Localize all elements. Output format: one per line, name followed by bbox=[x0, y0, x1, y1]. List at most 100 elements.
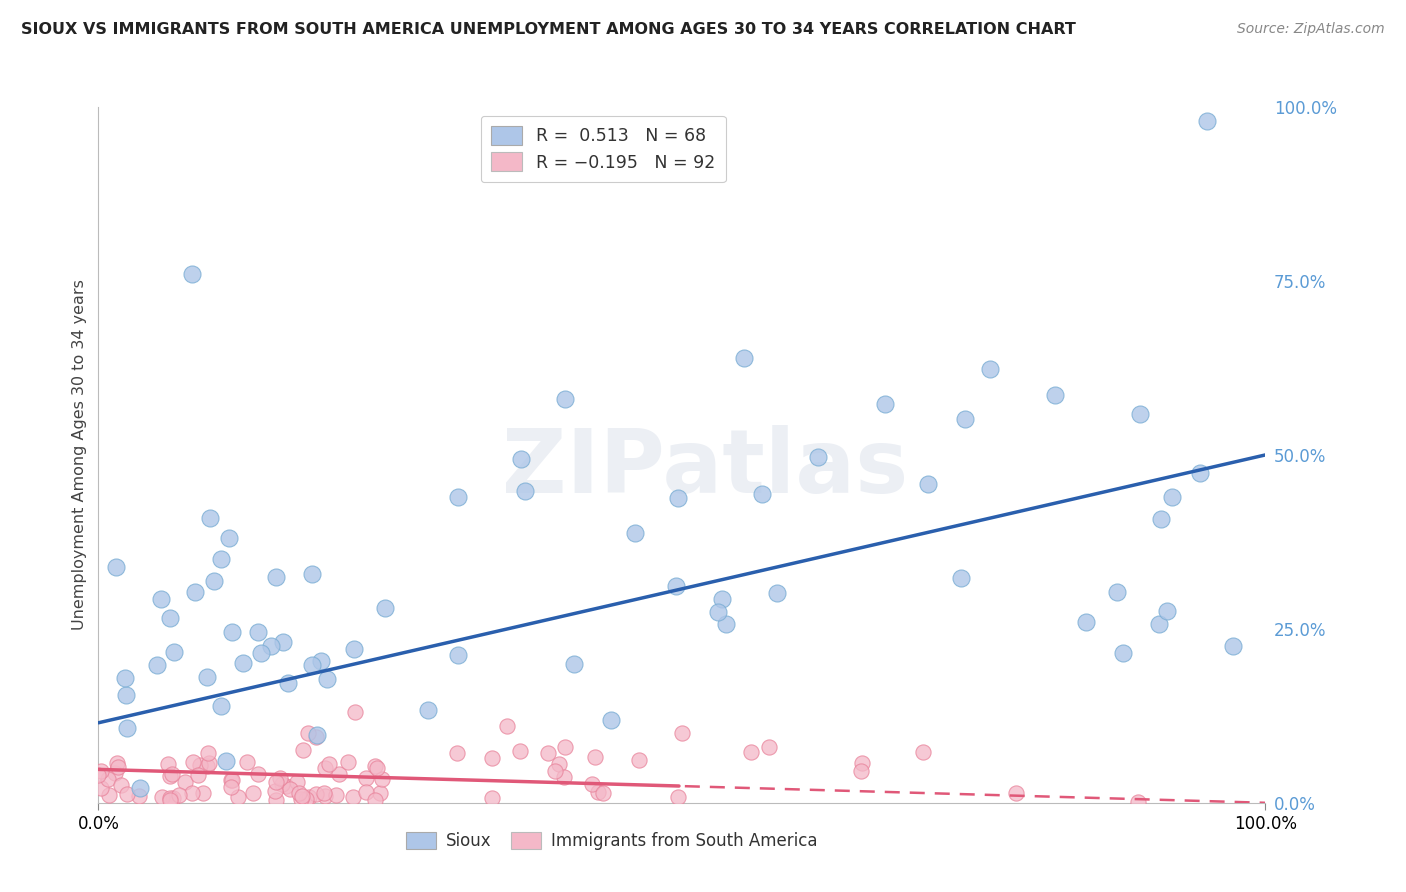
Point bbox=[202, 574, 225, 588]
Point bbox=[159, 610, 181, 624]
Point bbox=[209, 552, 232, 566]
Point bbox=[588, 784, 610, 798]
Point bbox=[90, 764, 112, 778]
Point bbox=[765, 586, 787, 600]
Point bbox=[666, 491, 689, 506]
Point bbox=[167, 788, 190, 802]
Point bbox=[221, 625, 243, 640]
Point bbox=[90, 780, 112, 795]
Text: SIOUX VS IMMIGRANTS FROM SOUTH AMERICA UNEMPLOYMENT AMONG AGES 30 TO 34 YEARS CO: SIOUX VS IMMIGRANTS FROM SOUTH AMERICA U… bbox=[21, 22, 1076, 37]
Point bbox=[274, 779, 297, 793]
Point bbox=[509, 744, 531, 758]
Point bbox=[364, 793, 387, 807]
Point bbox=[228, 789, 250, 804]
Point bbox=[195, 671, 218, 685]
Point bbox=[146, 658, 169, 673]
Point bbox=[624, 526, 647, 541]
Point bbox=[312, 786, 335, 800]
Point bbox=[714, 616, 737, 631]
Point bbox=[290, 792, 312, 806]
Point bbox=[104, 766, 127, 780]
Point bbox=[188, 757, 211, 772]
Point bbox=[711, 592, 734, 607]
Point bbox=[447, 490, 470, 504]
Point bbox=[481, 751, 503, 765]
Point bbox=[271, 635, 294, 649]
Point bbox=[259, 639, 281, 653]
Point bbox=[740, 745, 762, 759]
Point bbox=[806, 450, 828, 465]
Point bbox=[751, 487, 773, 501]
Point bbox=[325, 789, 347, 803]
Point bbox=[1149, 511, 1171, 525]
Point bbox=[364, 759, 387, 773]
Legend: Sioux, Immigrants from South America: Sioux, Immigrants from South America bbox=[399, 826, 825, 857]
Point bbox=[581, 776, 603, 790]
Point bbox=[851, 756, 873, 770]
Point bbox=[215, 754, 238, 768]
Point bbox=[562, 657, 585, 671]
Point bbox=[1004, 786, 1026, 800]
Point bbox=[159, 793, 181, 807]
Point bbox=[496, 719, 519, 733]
Point bbox=[107, 756, 129, 770]
Point bbox=[285, 775, 308, 789]
Point bbox=[301, 566, 323, 581]
Point bbox=[1195, 114, 1218, 128]
Point bbox=[271, 777, 294, 791]
Text: Source: ZipAtlas.com: Source: ZipAtlas.com bbox=[1237, 22, 1385, 37]
Point bbox=[219, 780, 242, 794]
Point bbox=[309, 654, 332, 668]
Point bbox=[627, 752, 650, 766]
Point bbox=[513, 483, 536, 498]
Point bbox=[242, 786, 264, 800]
Point bbox=[236, 756, 259, 770]
Point bbox=[247, 767, 270, 781]
Point bbox=[368, 786, 391, 800]
Point bbox=[1105, 584, 1128, 599]
Text: ZIPatlas: ZIPatlas bbox=[502, 425, 908, 512]
Point bbox=[264, 774, 287, 789]
Point bbox=[664, 579, 686, 593]
Point bbox=[232, 656, 254, 670]
Point bbox=[1076, 615, 1098, 630]
Point bbox=[314, 789, 336, 804]
Point bbox=[979, 361, 1001, 376]
Point bbox=[264, 793, 287, 807]
Point bbox=[187, 768, 209, 782]
Point bbox=[1189, 467, 1212, 481]
Point bbox=[316, 673, 339, 687]
Point bbox=[87, 768, 110, 782]
Point bbox=[156, 757, 179, 772]
Point bbox=[447, 648, 470, 662]
Point bbox=[269, 772, 291, 786]
Point bbox=[318, 756, 340, 771]
Point bbox=[159, 791, 181, 805]
Point bbox=[583, 749, 606, 764]
Point bbox=[554, 392, 576, 407]
Point bbox=[548, 756, 571, 771]
Point bbox=[104, 560, 127, 574]
Point bbox=[160, 766, 183, 780]
Point bbox=[277, 676, 299, 690]
Point bbox=[305, 788, 328, 802]
Point bbox=[342, 641, 364, 656]
Point bbox=[107, 760, 129, 774]
Point bbox=[1129, 407, 1152, 421]
Point bbox=[849, 764, 872, 778]
Point bbox=[301, 657, 323, 672]
Point bbox=[1128, 795, 1150, 809]
Point bbox=[219, 772, 242, 787]
Point bbox=[553, 770, 575, 784]
Point bbox=[953, 411, 976, 425]
Point bbox=[481, 790, 503, 805]
Point bbox=[510, 452, 533, 467]
Point bbox=[707, 605, 730, 619]
Point bbox=[115, 688, 138, 702]
Point bbox=[371, 772, 394, 786]
Point bbox=[592, 786, 614, 800]
Point bbox=[671, 726, 693, 740]
Point bbox=[181, 756, 204, 770]
Point bbox=[758, 740, 780, 755]
Point bbox=[1147, 616, 1170, 631]
